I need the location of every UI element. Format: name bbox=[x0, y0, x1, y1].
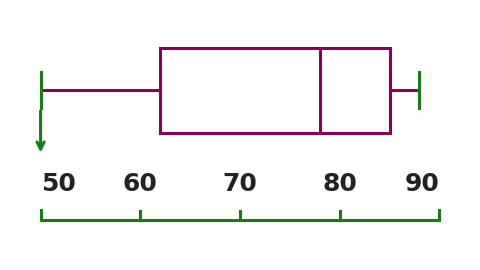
Text: 70: 70 bbox=[223, 172, 257, 196]
Text: 90: 90 bbox=[405, 172, 439, 196]
Text: 50: 50 bbox=[41, 172, 75, 196]
Text: 60: 60 bbox=[123, 172, 158, 196]
Text: 80: 80 bbox=[322, 172, 357, 196]
Bar bbox=[160, 48, 390, 133]
